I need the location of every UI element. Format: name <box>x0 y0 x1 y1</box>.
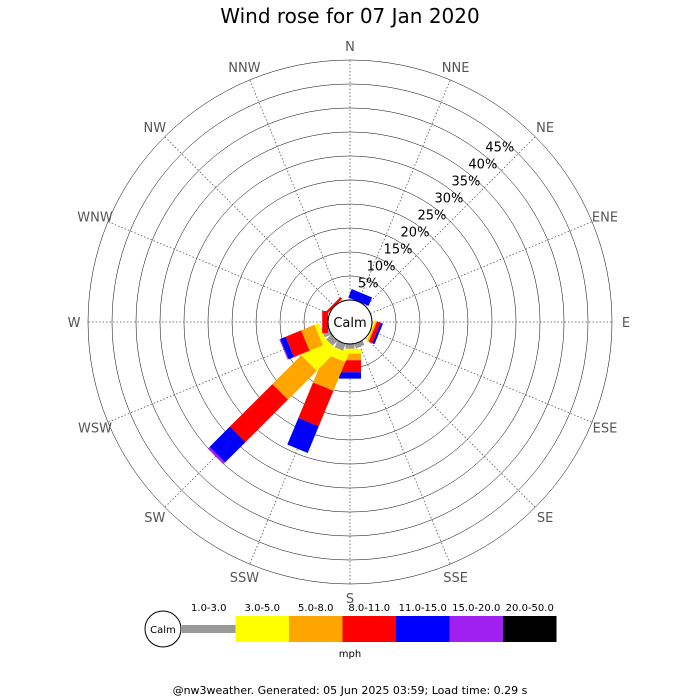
bar-segment-sw-4 <box>209 426 246 463</box>
radial-tick-label: 5% <box>358 276 379 291</box>
grid-ring <box>255 227 445 417</box>
direction-label-s: S <box>346 592 354 607</box>
bar-segment-wsw-2 <box>301 324 323 351</box>
direction-label-e: E <box>622 316 630 331</box>
legend-bin-label: 11.0-15.0 <box>399 603 447 614</box>
spoke-line <box>365 136 536 307</box>
direction-spokes <box>88 60 612 584</box>
legend: Calm 1.0-3.0 3.0-5.0 5.0-8.0 8.0-11.0 11.0-15… <box>144 603 557 660</box>
bar-segment-sw-1 <box>301 334 338 371</box>
bar-segment-wsw-3 <box>285 330 310 358</box>
bar-segment-ssw-4 <box>287 417 319 453</box>
spoke-line <box>358 79 451 302</box>
spoke-line <box>358 342 451 565</box>
footer-credit: @nw3weather. Generated: 05 Jun 2025 03:5… <box>172 684 528 697</box>
legend-swatch-6 <box>503 616 557 642</box>
bar-segment-ese-1 <box>366 320 376 342</box>
legend-bin-label: 8.0-11.0 <box>348 603 390 614</box>
bar-segment-sw-0 <box>326 334 338 346</box>
bar-segment-ese-4 <box>372 322 383 345</box>
legend-bin-label: 5.0-8.0 <box>298 603 333 614</box>
spoke-line <box>370 330 593 423</box>
calm-circle-shape <box>327 299 373 345</box>
legend-swatch-5 <box>449 616 503 642</box>
direction-label-ese: ESE <box>593 422 618 437</box>
bar-segment-ese-3 <box>368 321 381 344</box>
radial-tick-label: 40% <box>468 158 497 173</box>
grid-ring <box>87 59 613 585</box>
direction-label-w: W <box>68 316 81 331</box>
legend-swatch-4 <box>396 616 450 642</box>
calm-label: Calm <box>333 316 366 331</box>
direction-label-n: N <box>345 40 355 55</box>
radial-tick-label: 25% <box>418 209 447 224</box>
legend-swatch-0 <box>182 625 236 633</box>
legend-unit-label: mph <box>339 649 361 660</box>
bar-segment-s-4 <box>339 372 361 379</box>
direction-label-nnw: NNW <box>228 61 260 76</box>
direction-label-ssw: SSW <box>230 571 260 586</box>
radial-tick-label: 10% <box>367 260 396 275</box>
legend-bin-label: 20.0-50.0 <box>506 603 554 614</box>
direction-label-wnw: WNW <box>77 210 113 225</box>
spoke-line <box>164 136 335 307</box>
radial-tick-label: 30% <box>434 192 463 207</box>
grid-ring <box>279 251 421 393</box>
legend-swatch-2 <box>289 616 343 642</box>
bar-segment-wsw-5 <box>279 339 289 360</box>
direction-labels: N NNE NE ENE E ESE SE SSE S SSW SW WSW W WNW NW NNW <box>68 40 631 607</box>
bar-segment-s-0 <box>345 344 355 349</box>
direction-label-ne: NE <box>536 121 554 136</box>
legend-bin-label: 3.0-5.0 <box>245 603 280 614</box>
direction-label-sse: SSE <box>443 571 468 586</box>
direction-label-sw: SW <box>144 511 165 526</box>
spoke-line <box>107 221 330 314</box>
spoke-line <box>365 337 536 508</box>
direction-label-ene: ENE <box>592 210 618 225</box>
bar-segment-nw-3 <box>325 297 343 315</box>
bar-segment-sw-3 <box>229 384 288 443</box>
bar-segment-wsw-1 <box>314 323 328 346</box>
direction-label-nw: NW <box>144 121 167 136</box>
legend-calm-circle <box>144 610 182 648</box>
legend-swatch-3 <box>342 616 396 642</box>
radial-tick-label: 45% <box>485 141 514 156</box>
direction-label-nne: NNE <box>442 61 470 76</box>
bar-segment-nne-4 <box>348 289 373 306</box>
grid-ring <box>111 83 589 561</box>
bar-segment-sw-5 <box>207 446 226 465</box>
radial-tick-label: 15% <box>384 243 413 258</box>
chart-title: Wind rose for 07 Jan 2020 <box>220 4 480 28</box>
bar-segment-ese-2 <box>367 320 378 342</box>
spoke-line <box>370 221 593 314</box>
legend-bin-label: 1.0-3.0 <box>191 603 226 614</box>
bar-segment-sw-2 <box>272 355 317 400</box>
spoke-line <box>249 79 342 302</box>
bar-segment-ssw-3 <box>298 382 334 427</box>
calm-circle: Calm <box>327 299 373 345</box>
radial-tick-label: 35% <box>451 175 480 190</box>
legend-bin-label: 15.0-20.0 <box>452 603 500 614</box>
direction-label-wsw: WSW <box>78 422 112 437</box>
bar-segment-wsw-4 <box>280 336 294 360</box>
radial-tick-labels: 5%10% 15% 20% 25% 30% 35% 40% 45% <box>358 141 514 292</box>
bar-segment-ssw-2 <box>313 353 346 391</box>
radial-tick-label: 20% <box>401 226 430 241</box>
direction-label-se: SE <box>537 511 553 526</box>
bar-segment-sse-0 <box>354 340 365 349</box>
legend-calm-label: Calm <box>150 625 176 636</box>
legend-swatch-1 <box>235 616 289 642</box>
bar-segment-w-3 <box>322 311 328 333</box>
grid-ring <box>135 107 565 537</box>
